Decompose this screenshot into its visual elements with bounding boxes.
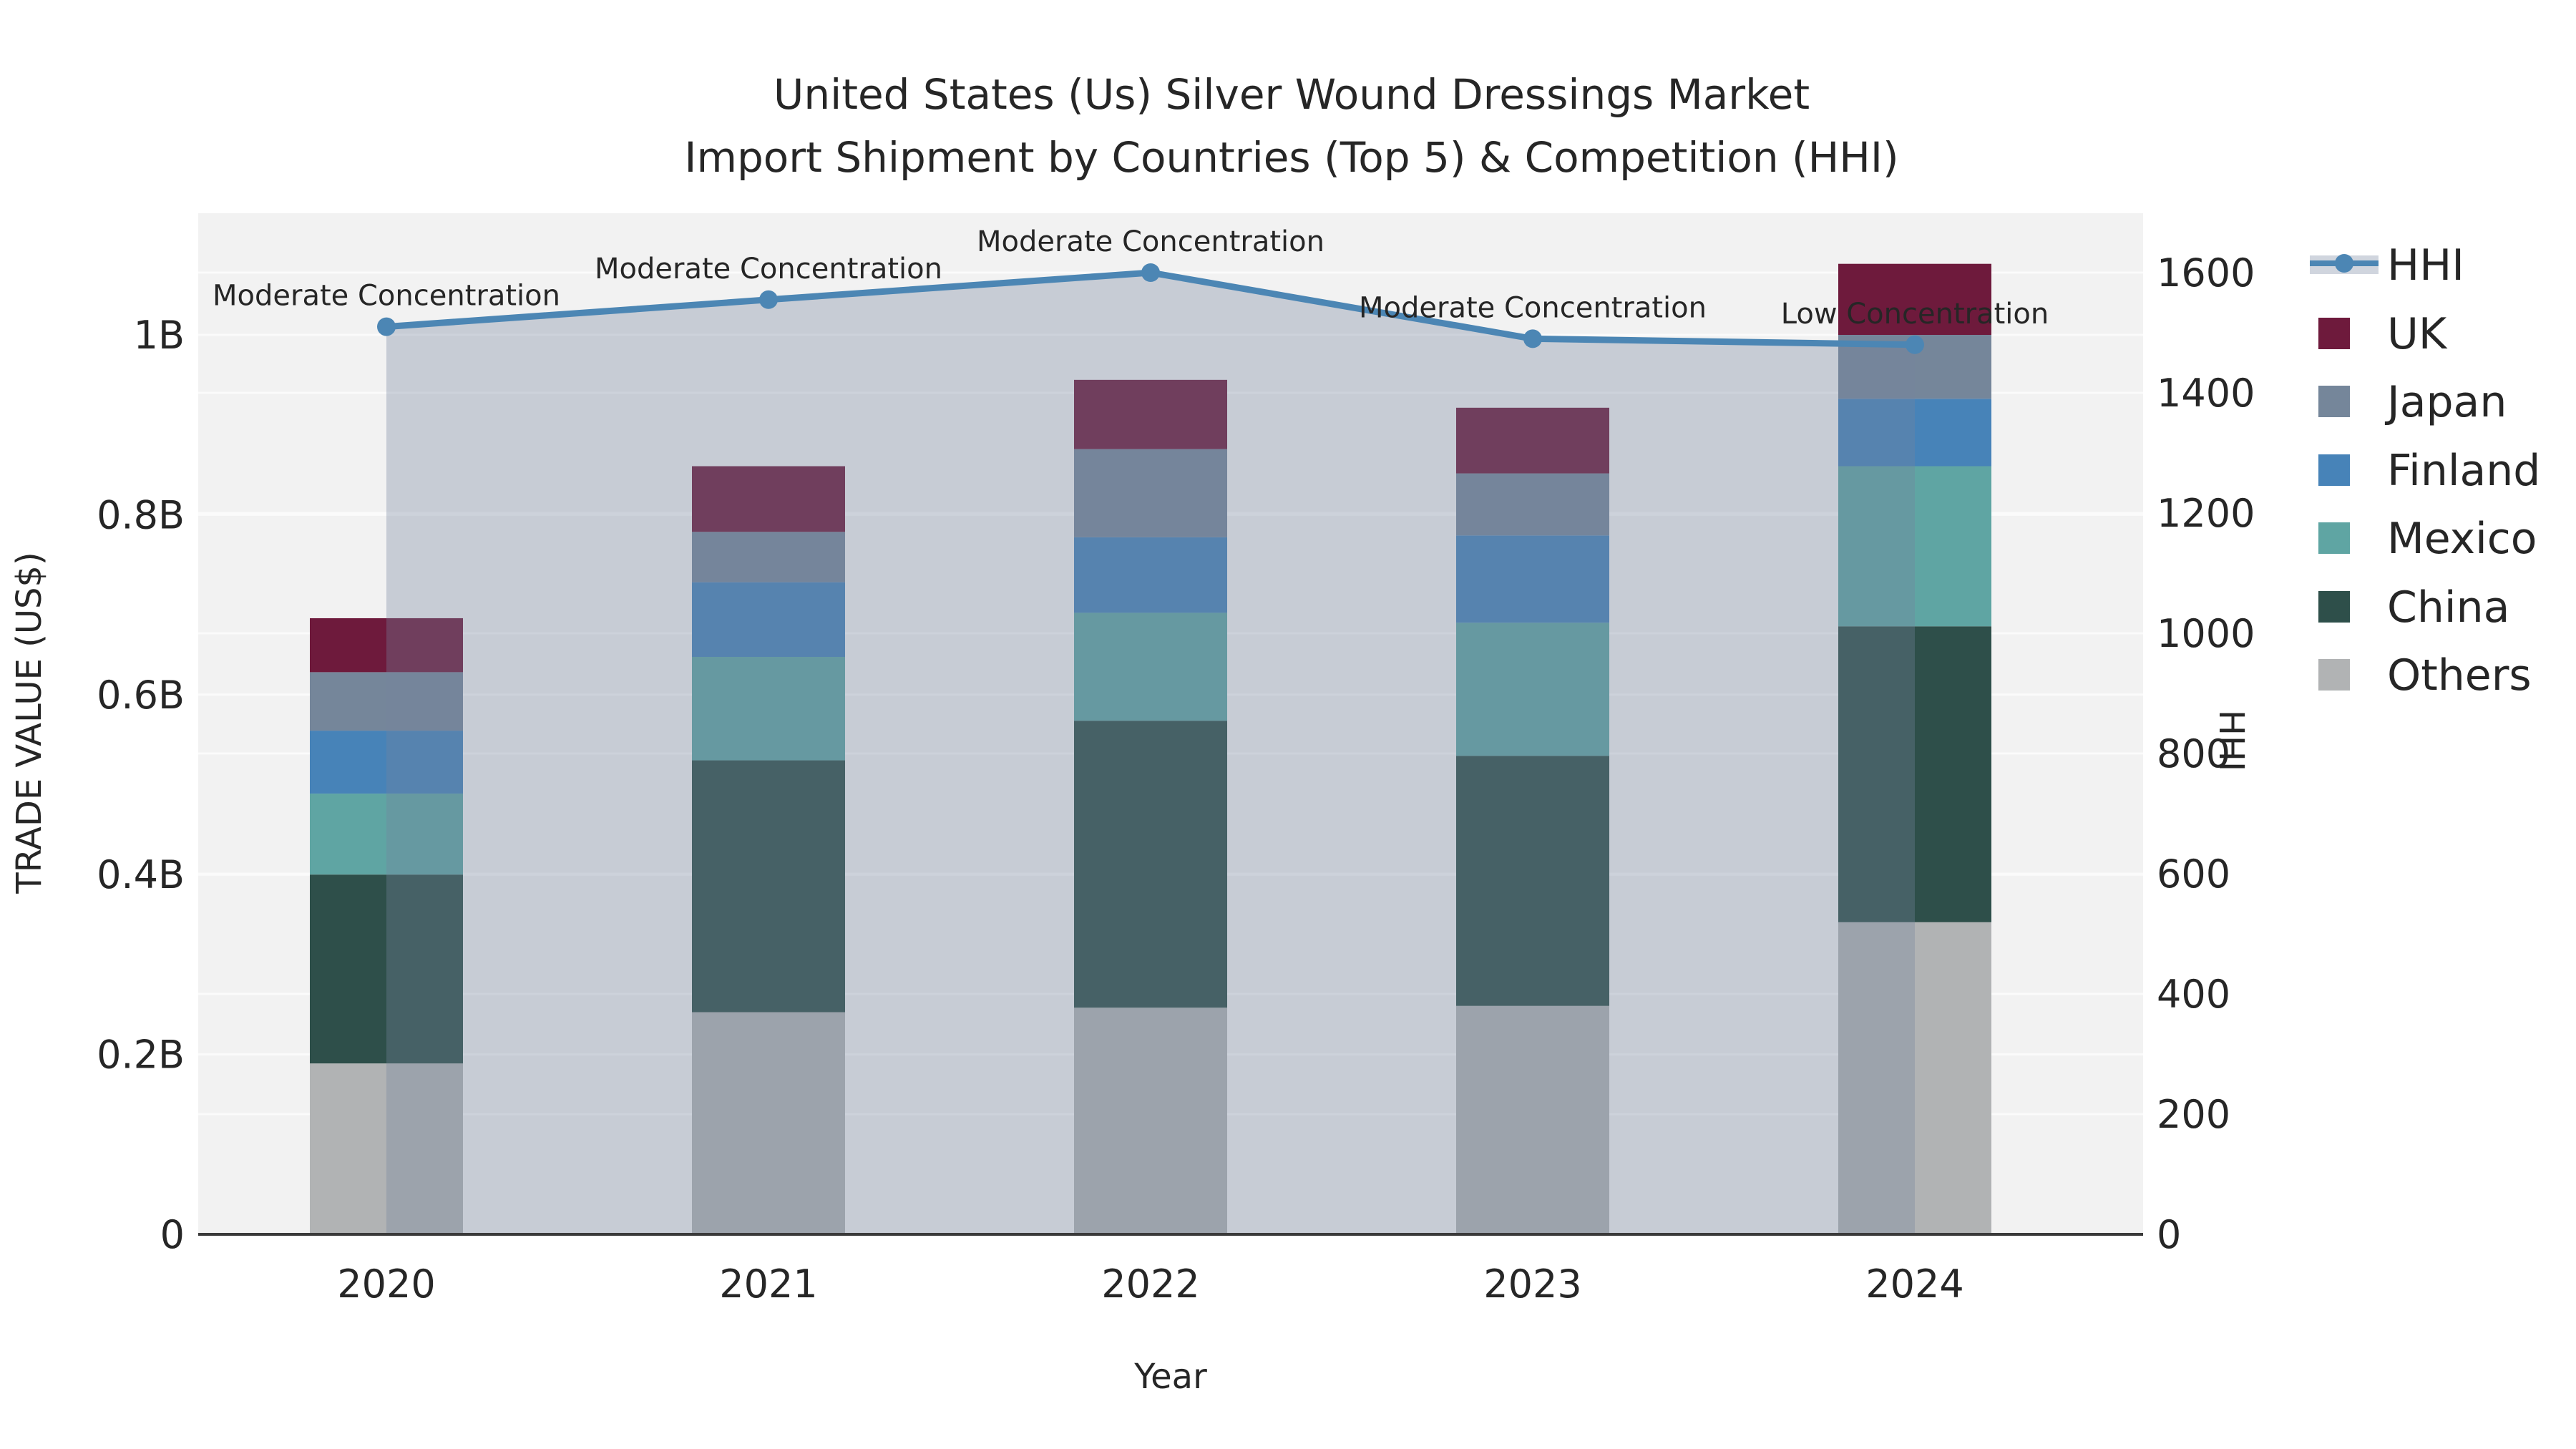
bar-segment-2020-others bbox=[310, 1063, 463, 1234]
y-right-tick-600: 600 bbox=[2157, 852, 2230, 897]
annotation-2022: Moderate Concentration bbox=[977, 225, 1324, 258]
bar-segment-2022-japan bbox=[1074, 449, 1227, 537]
bar-segment-2021-uk bbox=[692, 466, 845, 532]
annotation-2024: Low Concentration bbox=[1781, 298, 2049, 331]
legend-label-japan: Japan bbox=[2384, 377, 2507, 427]
legend-swatch-china bbox=[2318, 591, 2350, 623]
bar-segment-2024-uk bbox=[1838, 263, 1991, 335]
bar-segment-2022-others bbox=[1074, 1008, 1227, 1234]
bar-segment-2021-finland bbox=[692, 582, 845, 658]
bar-segment-2020-finland bbox=[310, 731, 463, 794]
y-right-tick-200: 200 bbox=[2157, 1092, 2230, 1137]
y-axis-left-ticks: 0 0.2B 0.4B 0.6B 0.8B 1B bbox=[97, 313, 185, 1257]
bar-segment-2022-uk bbox=[1074, 379, 1227, 449]
bar-segment-2021-japan bbox=[692, 532, 845, 582]
bar-segment-2023-uk bbox=[1456, 407, 1609, 474]
bar-segment-2022-finland bbox=[1074, 537, 1227, 613]
legend-label-mexico: Mexico bbox=[2387, 514, 2537, 564]
x-tick-2023: 2023 bbox=[1483, 1262, 1581, 1307]
chart-title-line1: United States (Us) Silver Wound Dressing… bbox=[774, 70, 1810, 119]
hhi-area-fill bbox=[386, 273, 1915, 1234]
annotations: Moderate Concentration Moderate Concentra… bbox=[213, 225, 2049, 331]
bar-segment-2021-china bbox=[692, 760, 845, 1013]
y-left-tick-0: 0 bbox=[160, 1212, 185, 1257]
bar-segment-2023-others bbox=[1456, 1005, 1609, 1234]
legend-swatch-mexico bbox=[2318, 522, 2350, 554]
y-right-tick-1000: 1000 bbox=[2157, 611, 2255, 656]
bar-segment-2024-china bbox=[1838, 626, 1991, 922]
legend: HHI UK Japan Finland Mexico China Others bbox=[2310, 240, 2540, 701]
y-right-tick-0: 0 bbox=[2157, 1212, 2181, 1257]
y-axis-left-title: TRADE VALUE (US$) bbox=[9, 552, 49, 894]
x-axis-ticks: 2020 2021 2022 2023 2024 bbox=[337, 1262, 1963, 1307]
y-right-tick-400: 400 bbox=[2157, 972, 2230, 1017]
x-tick-2021: 2021 bbox=[719, 1262, 817, 1307]
bar-segment-2023-japan bbox=[1456, 473, 1609, 536]
hhi-marker-2021 bbox=[759, 290, 778, 309]
x-tick-2024: 2024 bbox=[1865, 1262, 1963, 1307]
y-left-tick-1B: 1B bbox=[134, 313, 185, 358]
y-left-tick-0.8B: 0.8B bbox=[97, 492, 185, 537]
bar-segment-2024-mexico bbox=[1838, 466, 1991, 627]
legend-swatch-uk bbox=[2318, 318, 2350, 349]
bar-segment-2020-china bbox=[310, 874, 463, 1064]
legend-label-others: Others bbox=[2387, 650, 2532, 701]
bar-segment-2020-uk bbox=[310, 618, 463, 673]
hhi-marker-2024 bbox=[1906, 335, 1924, 354]
y-right-tick-1600: 1600 bbox=[2157, 250, 2255, 296]
x-tick-2022: 2022 bbox=[1101, 1262, 1199, 1307]
bar-segment-2022-china bbox=[1074, 721, 1227, 1008]
y-right-tick-1200: 1200 bbox=[2157, 491, 2255, 536]
bar-segment-2020-mexico bbox=[310, 794, 463, 875]
bar-segment-2023-china bbox=[1456, 756, 1609, 1006]
y-left-tick-0.6B: 0.6B bbox=[97, 673, 185, 718]
legend-label-uk: UK bbox=[2387, 309, 2448, 359]
chart-title-line2: Import Shipment by Countries (Top 5) & C… bbox=[684, 133, 1898, 182]
legend-swatch-others bbox=[2318, 659, 2350, 691]
legend-swatch-finland bbox=[2318, 454, 2350, 486]
annotation-2021: Moderate Concentration bbox=[595, 253, 942, 286]
bar-segment-2021-mexico bbox=[692, 657, 845, 761]
annotation-2020: Moderate Concentration bbox=[213, 280, 560, 313]
legend-label-china: China bbox=[2387, 582, 2509, 633]
legend-swatch-japan bbox=[2318, 386, 2350, 417]
bar-segment-2022-mexico bbox=[1074, 613, 1227, 721]
hhi-marker-2022 bbox=[1141, 263, 1160, 282]
bars bbox=[310, 263, 1991, 1234]
hhi-area bbox=[386, 273, 1915, 1234]
y-axis-right-title: HHI bbox=[2211, 710, 2251, 771]
hhi-marker-2020 bbox=[377, 317, 396, 336]
legend-hhi-marker bbox=[2335, 254, 2353, 273]
annotation-2023: Moderate Concentration bbox=[1359, 291, 1707, 324]
x-axis-title: Year bbox=[1133, 1357, 1207, 1397]
bar-segment-2023-finland bbox=[1456, 535, 1609, 623]
bar-segment-2021-others bbox=[692, 1012, 845, 1234]
y-left-tick-0.2B: 0.2B bbox=[97, 1033, 185, 1078]
hhi-line bbox=[377, 263, 1924, 354]
legend-label-finland: Finland bbox=[2387, 446, 2540, 496]
bar-segment-2024-finland bbox=[1838, 399, 1991, 467]
x-tick-2020: 2020 bbox=[337, 1262, 435, 1307]
bar-segment-2020-japan bbox=[310, 672, 463, 731]
hhi-marker-2023 bbox=[1523, 329, 1542, 348]
y-right-tick-1400: 1400 bbox=[2157, 371, 2255, 416]
bar-segment-2023-mexico bbox=[1456, 623, 1609, 756]
legend-label-hhi: HHI bbox=[2387, 240, 2464, 291]
y-axis-right-ticks: 0 200 400 600 800 1000 1200 1400 1600 bbox=[2157, 250, 2255, 1257]
y-left-tick-0.4B: 0.4B bbox=[97, 852, 185, 897]
bar-segment-2024-others bbox=[1838, 922, 1991, 1234]
y-right-tick-800: 800 bbox=[2157, 731, 2230, 776]
